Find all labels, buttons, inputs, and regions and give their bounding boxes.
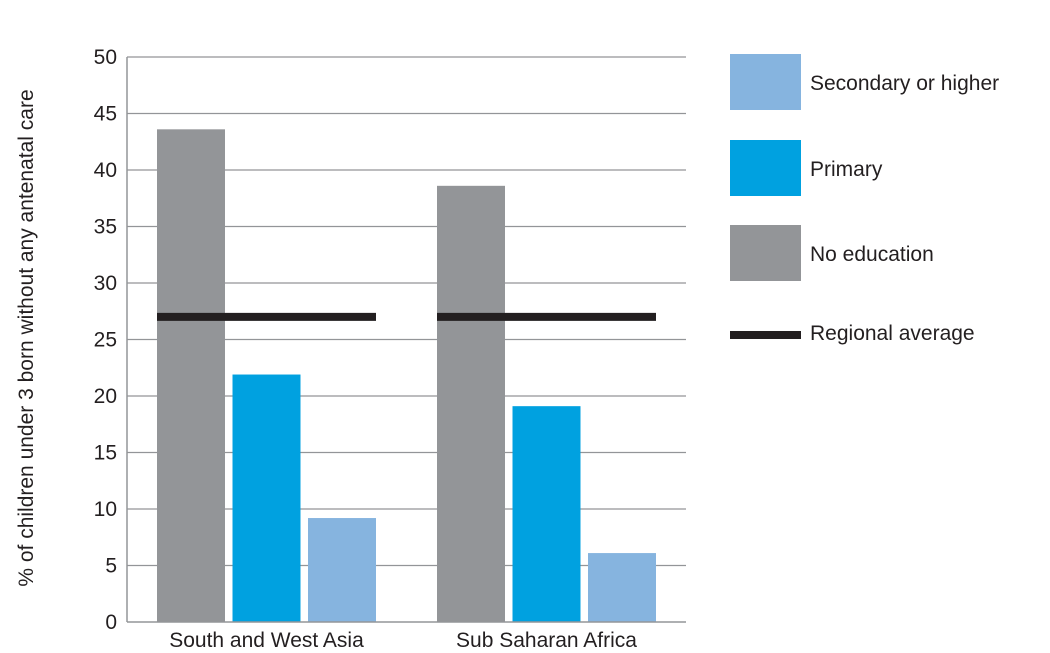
bar-secondary-or-higher: [588, 553, 656, 622]
y-tick-label: 15: [94, 442, 117, 465]
bar-primary: [512, 406, 581, 622]
bar-secondary-or-higher: [308, 518, 376, 622]
y-tick-label: 30: [94, 272, 117, 295]
y-tick-label: 40: [94, 159, 117, 182]
legend-swatch: [730, 54, 801, 110]
y-tick-label: 25: [94, 329, 117, 352]
legend-label: Secondary or higher: [810, 72, 999, 95]
y-tick-label: 50: [94, 46, 117, 69]
y-tick-label: 45: [94, 103, 117, 126]
y-tick-label: 35: [94, 216, 117, 239]
legend-label: Primary: [810, 158, 883, 181]
legend-label: Regional average: [810, 322, 975, 345]
legend: Secondary or higher Primary No education Re…: [730, 54, 999, 345]
y-axis-label: % of children under 3 born without any a…: [15, 89, 38, 586]
x-tick-label: South and West Asia: [169, 629, 364, 652]
bar-no-education: [157, 129, 225, 622]
y-tick-label: 5: [105, 555, 117, 578]
legend-swatch: [730, 140, 801, 196]
y-tick-label: 20: [94, 385, 117, 408]
y-tick-label: 10: [94, 498, 117, 521]
x-tick-label: Sub Saharan Africa: [456, 629, 637, 652]
y-tick-label: 0: [105, 611, 117, 634]
bar-no-education: [437, 185, 505, 622]
legend-swatch: [730, 225, 801, 281]
axes: 0 5 10 15 20 25 30 35 40 45 50 South and West Asia S…: [94, 46, 686, 652]
bars: [157, 129, 656, 622]
bar-primary: [232, 374, 301, 622]
legend-label: No education: [810, 243, 934, 266]
